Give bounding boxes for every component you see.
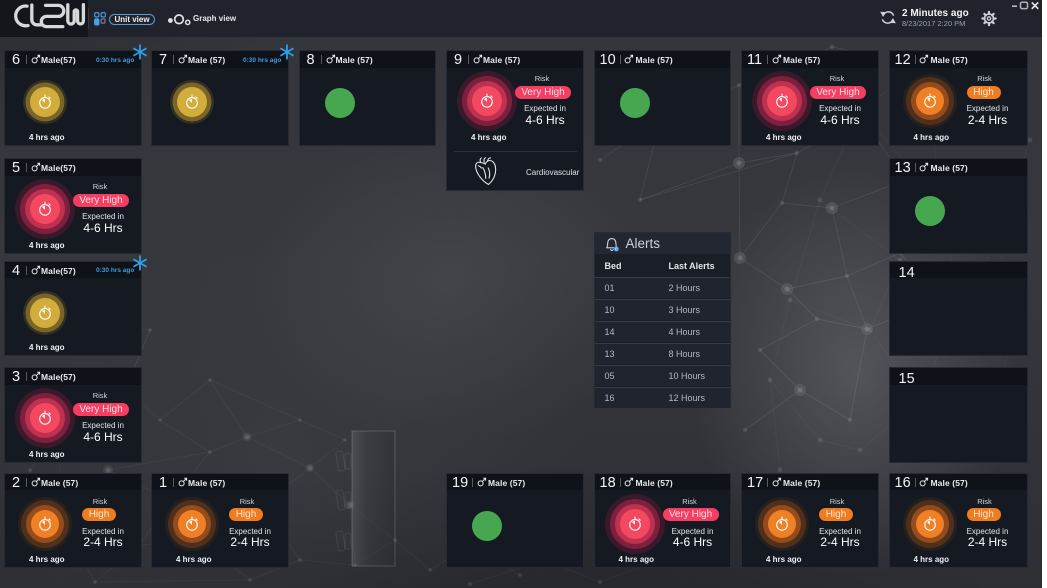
svg-text:6: 6 [614,247,617,253]
